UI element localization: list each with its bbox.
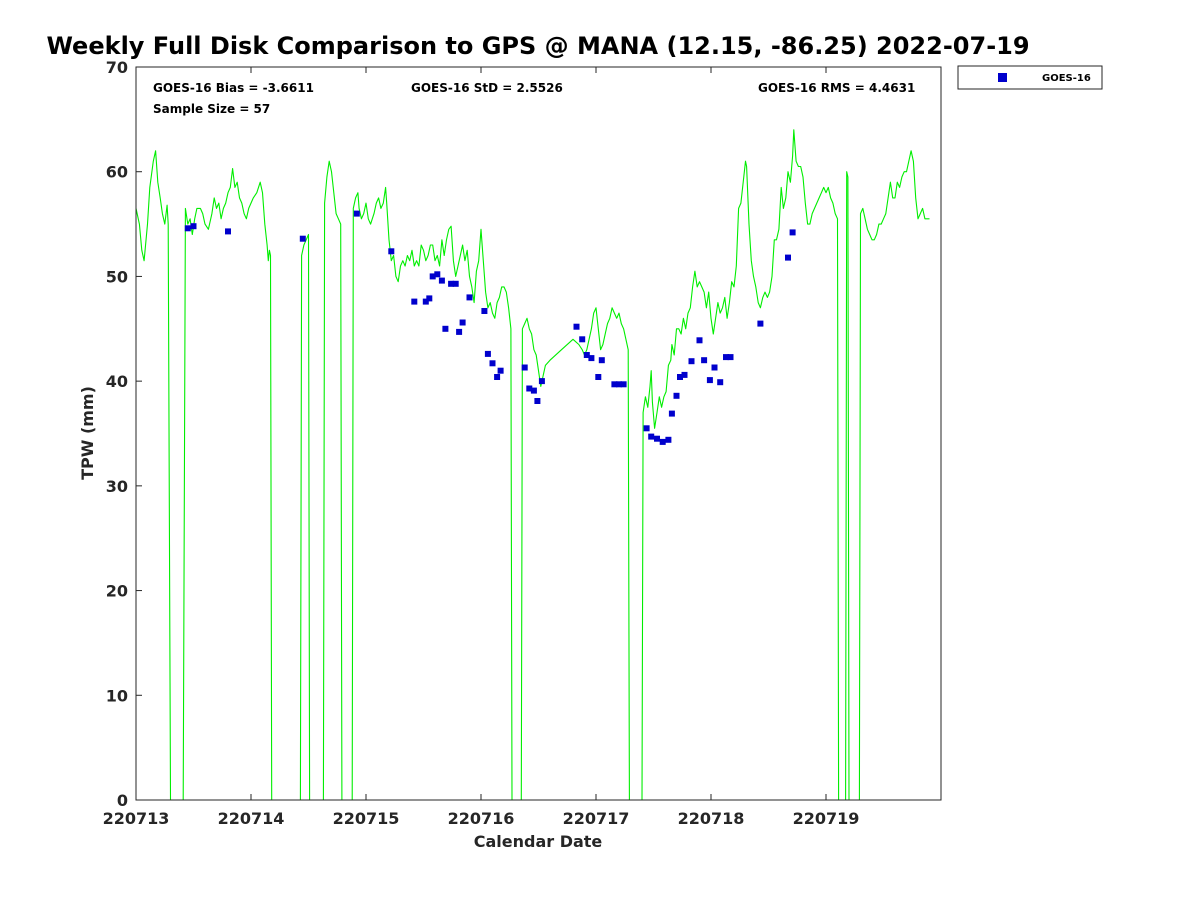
goes-16-point-43 [673, 392, 680, 399]
goes-16-point-53 [727, 354, 734, 361]
x-tick-label-6: 220719 [793, 809, 860, 828]
goes-16-point-52 [723, 354, 729, 361]
goes-16-point-6 [411, 298, 418, 305]
goes-16-point-37 [643, 425, 650, 432]
goes-16-point-47 [696, 337, 703, 344]
goes-16-point-55 [785, 254, 791, 261]
x-tick-label-0: 220713 [103, 809, 170, 828]
goes-16-point-27 [538, 378, 545, 385]
goes-16-point-22 [497, 367, 504, 374]
goes-16-point-38 [648, 433, 655, 440]
goes-16-point-33 [598, 357, 605, 364]
goes-16-point-11 [438, 277, 445, 284]
gps-line-segment-8 [858, 150, 930, 801]
goes-16-point-56 [789, 229, 796, 236]
y-tick-label-6: 60 [106, 163, 128, 182]
y-axis: 0 10 20 30 40 50 60 70 [106, 58, 142, 810]
goes-16-point-8 [426, 295, 433, 302]
y-tick-label-0: 0 [117, 791, 128, 810]
legend-box [957, 65, 1103, 90]
legend-marker [998, 73, 1007, 82]
y-axis-label: TPW (mm) [78, 386, 97, 480]
goes-16-point-46 [688, 358, 695, 365]
rms-stat: GOES-16 RMS = 4.4631 [758, 81, 915, 95]
legend-label-goes-16: GOES-16 [1042, 73, 1091, 84]
x-axis: 220713 220714 220715 220716 220717 220718 2207… [103, 67, 860, 828]
x-axis-label: Calendar Date [474, 832, 603, 851]
chart-title: Weekly Full Disk Comparison to GPS @ MAN… [46, 32, 1029, 60]
goes-16-point-9 [429, 273, 436, 280]
goes-16-point-2 [225, 228, 231, 235]
gps-line-segment-6 [641, 129, 840, 801]
goes-16-point-40 [659, 438, 666, 445]
goes-16-markers [184, 210, 796, 445]
gps-line-segment-5 [520, 307, 630, 801]
goes-16-point-39 [654, 435, 660, 442]
y-tick-label-1: 10 [106, 686, 128, 705]
goes-16-point-1 [190, 223, 197, 230]
x-tick-label-2: 220715 [333, 809, 400, 828]
goes-16-point-35 [616, 381, 622, 388]
goes-16-point-17 [466, 294, 473, 301]
goes-16-point-20 [489, 360, 496, 367]
y-tick-label-4: 40 [106, 372, 128, 391]
std-stat: GOES-16 StD = 2.5526 [411, 81, 563, 95]
gps-line-segment-0 [135, 150, 172, 801]
y-tick-label-3: 30 [106, 477, 128, 496]
goes-16-point-25 [530, 387, 537, 394]
y-tick-label-7: 70 [106, 58, 128, 77]
goes-16-point-28 [573, 323, 580, 330]
goes-16-point-51 [717, 379, 724, 386]
goes-16-point-21 [494, 374, 501, 380]
goes-16-point-10 [434, 271, 441, 278]
x-tick-label-4: 220717 [563, 809, 630, 828]
goes-16-point-13 [448, 280, 455, 287]
goes-16-point-26 [534, 398, 541, 404]
goes-16-point-36 [620, 381, 627, 388]
goes-16-point-30 [583, 352, 590, 358]
goes-16-point-24 [526, 385, 533, 392]
goes-16-point-41 [665, 436, 672, 443]
bias-stat: GOES-16 Bias = -3.6611 [153, 81, 314, 95]
goes-16-point-14 [452, 280, 459, 287]
goes-16-point-3 [299, 235, 306, 242]
goes-16-point-19 [484, 350, 491, 357]
goes-16-point-31 [588, 355, 595, 362]
gps-line [135, 129, 930, 801]
y-tick-label-5: 50 [106, 267, 128, 286]
goes-16-point-29 [579, 336, 586, 343]
sample-size-stat: Sample Size = 57 [153, 102, 270, 116]
gps-line-segment-3 [322, 160, 343, 801]
y-tick-label-2: 20 [106, 582, 128, 601]
gps-line-segment-2 [299, 233, 311, 801]
gps-line-segment-1 [182, 168, 273, 801]
goes-16-point-50 [711, 364, 718, 371]
goes-16-point-48 [701, 357, 708, 364]
goes-16-point-15 [456, 328, 463, 335]
legend: GOES-16 [957, 65, 1103, 90]
goes-16-point-18 [481, 308, 488, 314]
goes-16-point-54 [757, 320, 764, 327]
gps-line-segment-4 [351, 186, 513, 801]
goes-16-point-0 [184, 225, 191, 232]
x-tick-label-5: 220718 [678, 809, 745, 828]
goes-16-point-23 [521, 364, 528, 371]
goes-16-point-16 [459, 319, 466, 326]
goes-16-point-42 [668, 410, 675, 417]
goes-16-point-44 [677, 374, 683, 380]
x-tick-label-3: 220716 [448, 809, 515, 828]
gps-line-segment-7 [845, 171, 850, 801]
goes-16-point-4 [353, 210, 360, 217]
goes-16-point-32 [595, 374, 602, 380]
plot-frame [135, 66, 942, 801]
goes-16-point-45 [681, 371, 688, 378]
goes-16-point-7 [422, 298, 429, 305]
goes-16-point-49 [706, 377, 713, 384]
goes-16-point-5 [388, 248, 395, 255]
goes-16-point-34 [611, 381, 618, 388]
x-tick-label-1: 220714 [218, 809, 285, 828]
goes-16-point-12 [442, 325, 449, 332]
